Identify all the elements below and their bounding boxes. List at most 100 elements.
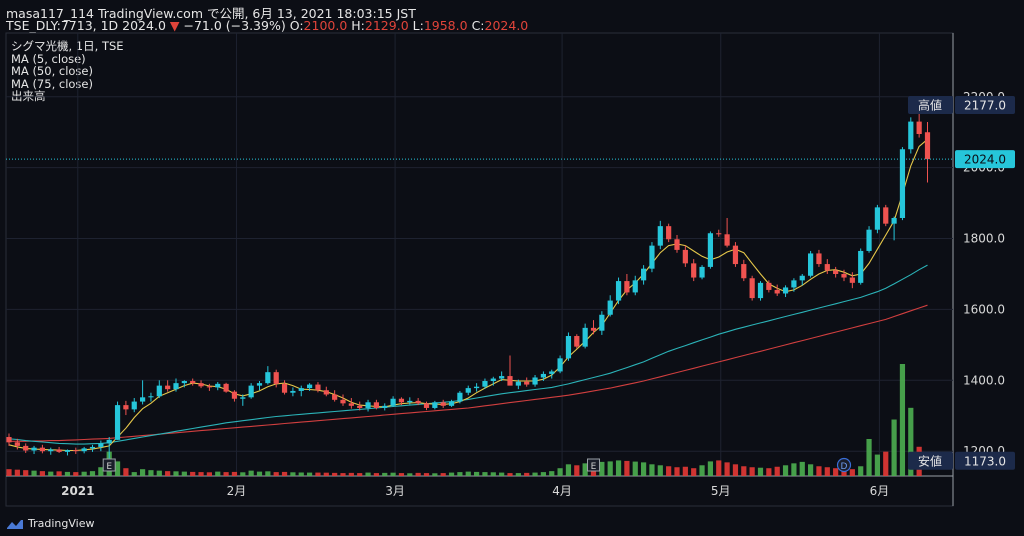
xtick-label: 4月 xyxy=(552,484,572,498)
candle xyxy=(799,273,805,286)
candle-body xyxy=(323,390,329,395)
candle-body xyxy=(140,397,146,402)
change: −71.0 (−3.39%) xyxy=(183,18,286,33)
candle-body xyxy=(899,149,906,218)
volume-bar xyxy=(724,462,730,476)
candle-body xyxy=(549,371,555,374)
candle-body xyxy=(98,443,104,447)
volume-bar xyxy=(440,473,446,476)
candle xyxy=(140,380,146,405)
marker-letter: D xyxy=(841,462,848,472)
candle xyxy=(432,400,438,410)
candle xyxy=(298,385,304,397)
candle-body xyxy=(215,383,221,388)
volume-bar xyxy=(73,472,79,476)
volume-bar xyxy=(766,468,772,476)
volume-bar xyxy=(833,468,839,476)
candle xyxy=(866,226,872,253)
candle-body xyxy=(883,207,889,224)
candle xyxy=(782,285,789,298)
volume-bar xyxy=(791,463,797,476)
legend-ma50[interactable]: MA (50, close) xyxy=(11,64,93,78)
volume-bar xyxy=(432,473,438,476)
volume-bar xyxy=(48,471,54,476)
candle-body xyxy=(674,239,680,250)
high-tag: 高値 xyxy=(918,97,942,112)
candle xyxy=(649,242,655,273)
candle-body xyxy=(148,396,154,398)
low-value-bg xyxy=(955,451,1015,470)
legend-volume[interactable]: 出来高 xyxy=(11,89,46,103)
volume-bar xyxy=(415,472,421,476)
marker-box xyxy=(587,458,600,472)
candle-body xyxy=(766,282,772,290)
candle-body xyxy=(415,400,421,404)
volume-bar xyxy=(557,468,563,476)
candle xyxy=(515,379,521,390)
candle-body xyxy=(131,401,137,410)
candle xyxy=(265,366,271,385)
ma50-line xyxy=(8,264,928,445)
candle-body xyxy=(181,381,187,384)
volume-bar xyxy=(757,467,764,476)
candle xyxy=(223,382,229,393)
volume-bar xyxy=(574,465,580,476)
volume-bar xyxy=(131,472,137,476)
marker-circle xyxy=(836,457,852,473)
volume-bar xyxy=(490,472,496,476)
candle-body xyxy=(448,401,455,406)
volume-bar xyxy=(808,464,814,476)
volume-bar xyxy=(307,472,313,476)
close-label: C: xyxy=(471,18,485,33)
candle-body xyxy=(741,264,747,279)
candle-body xyxy=(457,392,463,402)
candle xyxy=(757,281,764,301)
volume-bar xyxy=(315,472,321,476)
volume-bar xyxy=(265,471,271,476)
tradingview-logo-icon xyxy=(7,519,23,529)
legend-ma5[interactable]: MA (5, close) xyxy=(11,51,86,66)
volume-bar xyxy=(883,451,889,476)
open-label: O: xyxy=(289,18,304,33)
candle xyxy=(240,394,246,406)
candle xyxy=(81,446,87,454)
candle-body xyxy=(114,405,121,440)
candle xyxy=(474,383,480,392)
legend-title[interactable]: シグマ光機, 1日, TSE xyxy=(11,39,124,53)
candle xyxy=(607,295,613,317)
volume-bar xyxy=(398,473,405,476)
candle xyxy=(457,390,463,404)
volume-bar xyxy=(407,473,413,476)
earnings-marker-icon: E xyxy=(102,458,116,472)
volume-bar xyxy=(824,467,830,476)
candle-body xyxy=(540,373,546,378)
candle xyxy=(190,378,196,386)
candle xyxy=(198,380,204,389)
volume-bar xyxy=(357,473,363,476)
candle-body xyxy=(666,226,672,240)
candle-body xyxy=(515,381,521,386)
volume-bar xyxy=(365,472,371,476)
volume-bar xyxy=(699,465,705,476)
volume-bar xyxy=(465,471,471,476)
candle-body xyxy=(590,327,597,331)
candle-body xyxy=(39,447,45,452)
volume-bar xyxy=(323,472,329,476)
candle xyxy=(215,382,221,391)
candle xyxy=(615,277,622,305)
candle-body xyxy=(490,378,496,382)
candle-body xyxy=(757,282,764,299)
candle-body xyxy=(256,383,263,386)
candle-body xyxy=(808,253,814,276)
candle xyxy=(390,396,396,407)
legend-ma75[interactable]: MA (75, close) xyxy=(11,76,93,91)
candle-body xyxy=(724,234,730,246)
low-tag-bg xyxy=(908,451,953,470)
candle-body xyxy=(156,385,162,397)
candle-body xyxy=(290,390,296,393)
candle-body xyxy=(73,450,79,452)
candle xyxy=(448,399,455,407)
candle xyxy=(23,443,29,453)
candle-body xyxy=(641,268,647,281)
